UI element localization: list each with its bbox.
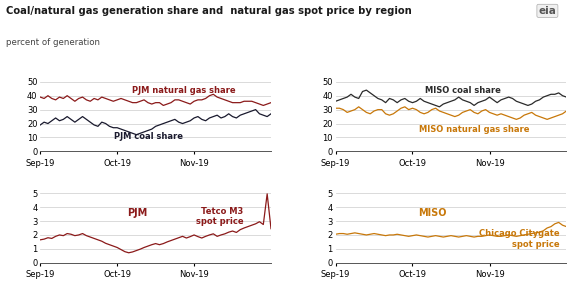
Text: MISO coal share: MISO coal share <box>424 86 500 95</box>
Text: Chicago Citygate
spot price: Chicago Citygate spot price <box>479 230 559 249</box>
Text: MISO: MISO <box>418 208 447 218</box>
Text: PJM coal share: PJM coal share <box>114 132 183 141</box>
Text: eia: eia <box>538 6 557 16</box>
Text: Coal/natural gas generation share and  natural gas spot price by region: Coal/natural gas generation share and na… <box>6 6 412 16</box>
Text: PJM natural gas share: PJM natural gas share <box>132 86 235 95</box>
Text: MISO natural gas share: MISO natural gas share <box>419 125 530 134</box>
Text: PJM: PJM <box>127 208 147 218</box>
Text: percent of generation: percent of generation <box>6 38 99 47</box>
Text: Tetco M3
spot price: Tetco M3 spot price <box>196 207 243 227</box>
